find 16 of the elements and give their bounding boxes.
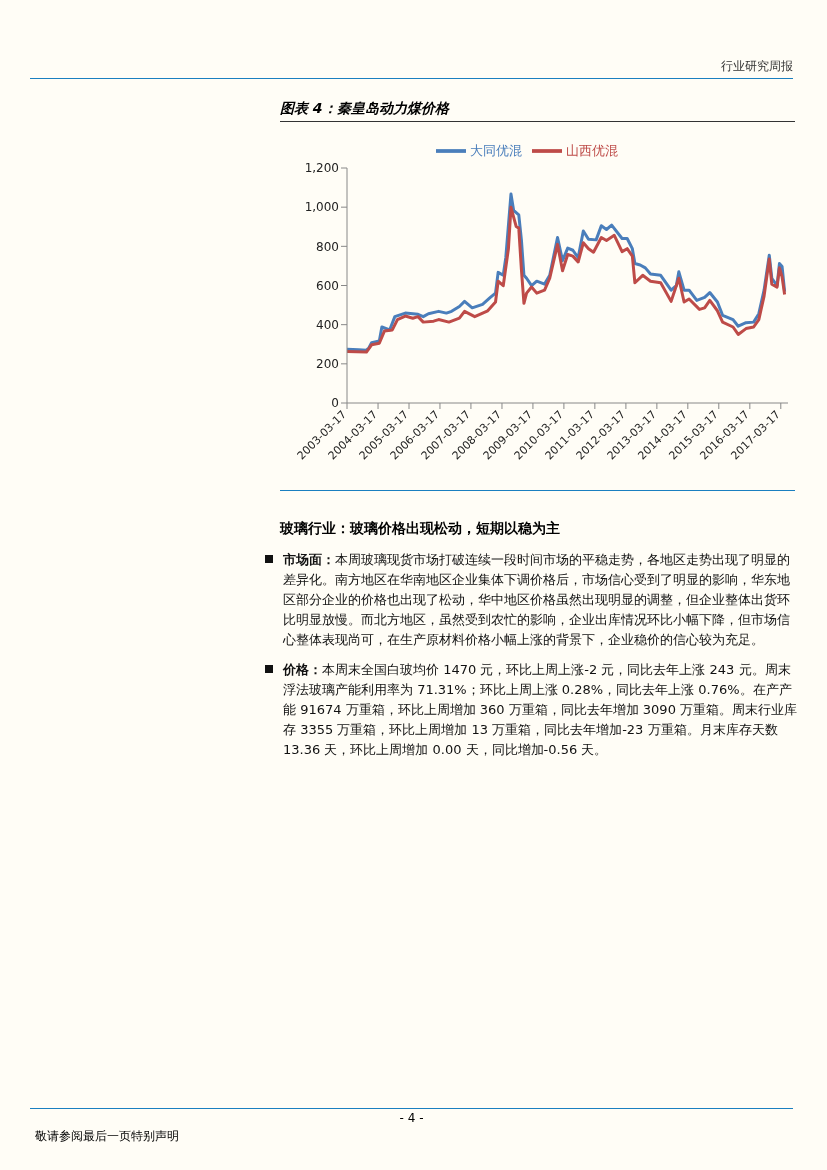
text: 行业研究周报 (30, 58, 793, 79)
text: - 4 - (30, 1108, 793, 1125)
chart-title: 图表 4：秦皇岛动力煤价格 (280, 100, 795, 122)
text: 市场面：本周玻璃现货市场打破连续一段时间市场的平稳走势，各地区走势出现了明显的差异化。南方地区在华南地区企业集体下调价格后，市场信心受到了明显的影响，华东地区部分企业的价格也出现了松动，华中地区价格虽然出现明显的调整，但企业整体出货环比明显放慢。而北方地区，虽然受到农忙的影响，企业出库情况环比小幅下降，但市场信心整体表现尚可，在生产原材料价格小幅上涨的背景下，企业稳价的信心较为充足。 (283, 551, 791, 649)
legend-label: 大同优混 (469, 142, 522, 158)
text: 价格：本周末全国白玻均价 1470 元，环比上周上涨-2 元，同比去年上涨 243 元。周末浮法玻璃产能利用率为 71.31%；环比上周上涨 0.28%，同比去年上涨 0.76%。在产产能 91674 万重箱，环比上周增加 360 万重箱，同比去年增加 3090 万重箱。周末行业库存 3355 万重箱，环比上周增加 13 万重箱，同比去年增加-23 万重箱。月末库存天数 13.36 天，环比上周增加 0.00 天，同比增加-0.56 天。 (283, 661, 798, 759)
y-tick-label: 600 (316, 278, 339, 293)
legend-label: 山西优混 (565, 142, 618, 158)
y-tick-label: 200 (316, 357, 339, 372)
y-tick-label: 800 (316, 239, 339, 254)
y-tick-label: 400 (316, 317, 339, 332)
text: 敬请参阅最后一页特别声明 (35, 1128, 179, 1145)
y-tick-label: 1,000 (304, 200, 339, 215)
text: 玻璃行业：玻璃价格出现松动，短期以稳为主 (280, 520, 561, 538)
y-tick-label: 1,200 (304, 161, 339, 176)
y-tick-label: 0 (331, 396, 339, 411)
